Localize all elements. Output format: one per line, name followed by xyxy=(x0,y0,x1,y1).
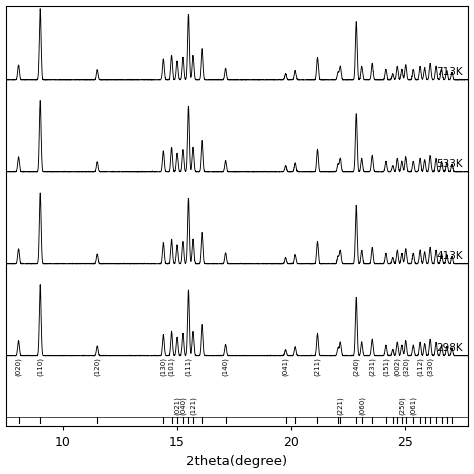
Text: 713K: 713K xyxy=(436,67,463,77)
Text: (021): (021) xyxy=(174,396,180,415)
Text: (121): (121) xyxy=(190,396,196,415)
Text: (060): (060) xyxy=(358,396,365,415)
Text: (002): (002) xyxy=(394,357,401,376)
Text: (221): (221) xyxy=(337,396,344,415)
Text: (101): (101) xyxy=(168,357,175,376)
Text: (330): (330) xyxy=(427,357,433,376)
Text: (112): (112) xyxy=(417,357,423,376)
Text: (240): (240) xyxy=(353,357,359,376)
Text: (140): (140) xyxy=(222,357,229,376)
Text: (120): (120) xyxy=(94,357,100,376)
Text: (211): (211) xyxy=(314,357,321,376)
Text: (040): (040) xyxy=(180,396,186,415)
Text: (061): (061) xyxy=(410,396,417,415)
Text: (110): (110) xyxy=(37,357,44,376)
Text: (020): (020) xyxy=(15,357,22,376)
Text: (250): (250) xyxy=(399,396,405,415)
Text: (130): (130) xyxy=(160,357,166,376)
Text: 413K: 413K xyxy=(436,251,463,261)
Text: (231): (231) xyxy=(369,357,375,376)
Text: (151): (151) xyxy=(383,357,389,376)
Text: (111): (111) xyxy=(185,357,191,376)
Text: (041): (041) xyxy=(283,357,289,376)
X-axis label: 2theta(degree): 2theta(degree) xyxy=(186,456,288,468)
Text: (320): (320) xyxy=(402,357,409,376)
Text: 533K: 533K xyxy=(436,159,463,169)
Text: 298K: 298K xyxy=(436,343,463,353)
